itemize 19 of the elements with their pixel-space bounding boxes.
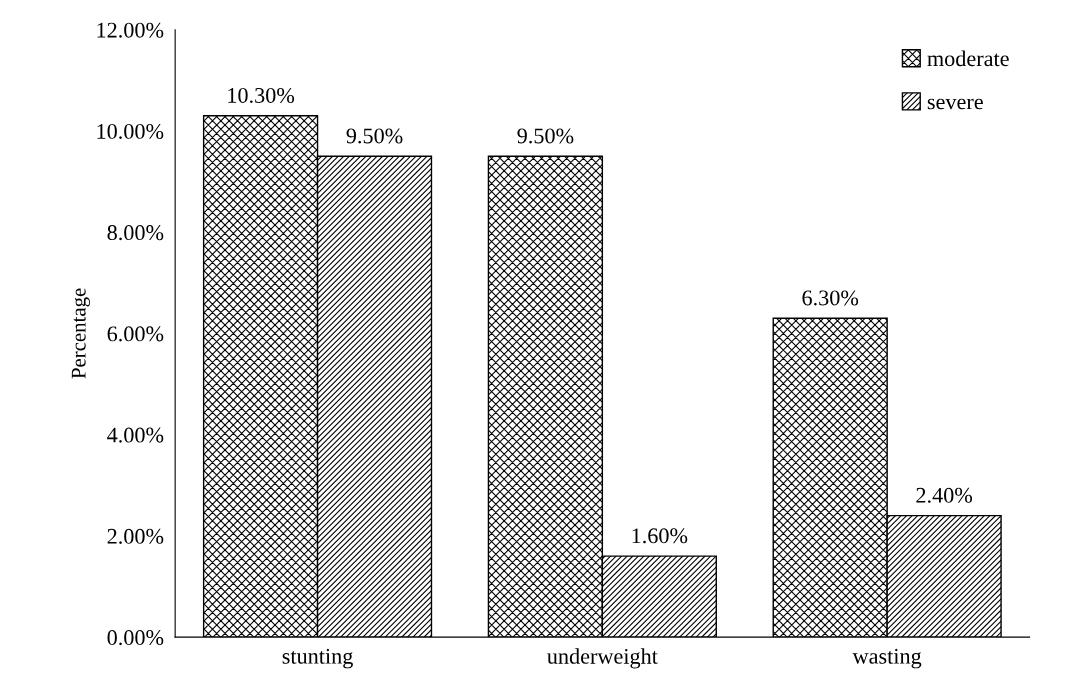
y-tick-label: 10.00% (97, 123, 164, 139)
y-tick-label: 6.00% (107, 326, 164, 342)
legend-label: severe (927, 98, 983, 110)
data-label: 6.30% (802, 290, 859, 306)
x-tick-label: underweight (547, 648, 658, 669)
y-tick-label: 0.00% (107, 630, 164, 646)
data-label: 1.60% (632, 528, 688, 544)
y-tick-label: 8.00% (107, 225, 164, 241)
data-label: 10.30% (228, 87, 295, 104)
legend-label: moderate (927, 50, 1009, 67)
data-label: 2.40% (916, 487, 973, 503)
x-tick-label: wasting (852, 648, 922, 669)
data-label: 9.50% (346, 128, 403, 144)
y-axis-title: Percentage (71, 288, 90, 379)
y-tick-label: 2.00% (107, 528, 164, 544)
x-tick-label: stunting (282, 648, 353, 669)
y-tick-label: 4.00% (107, 427, 164, 443)
y-tick-label: 12.00% (97, 22, 164, 38)
data-label: 9.50% (517, 128, 574, 144)
